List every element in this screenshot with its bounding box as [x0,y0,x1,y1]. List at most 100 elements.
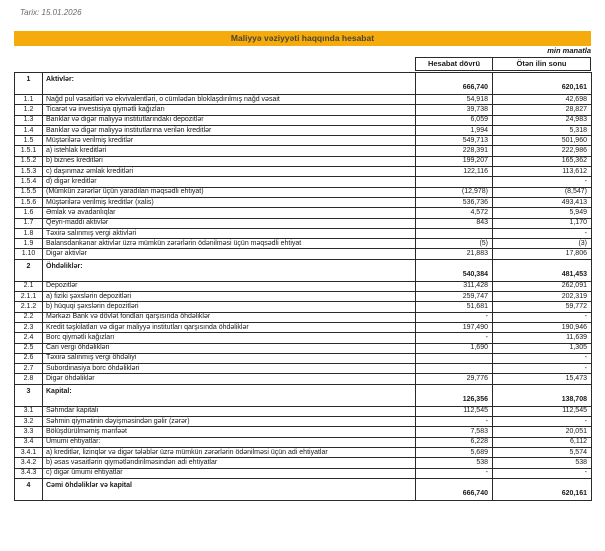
value-previous-cell: 20,051 [492,426,592,438]
table-row: 1.4 Banklar və digər maliyyə institutlar… [14,124,592,137]
row-number-cell: 1.5.4 [14,176,43,188]
value-previous-cell: 42,698 [492,93,592,106]
value-current-cell: 197,490 [415,321,493,334]
row-number-cell: 2.2 [14,311,43,323]
table-row: 2.8 Digər öhdəliklər 29,776 15,473 [14,373,592,385]
value-current-cell: 54,918 [415,93,493,106]
unit-note: min manatla [547,46,591,55]
table-row: 3 Kapital: 126,356 138,708 [14,383,592,407]
row-label-cell: Depozitlər [42,280,416,293]
value-previous-cell: 620,161 [492,477,592,501]
row-label-cell: Kapital: [42,383,416,407]
value-previous-cell: 59,772 [492,301,592,313]
row-label-cell: Banklar və digər maliyyə institutlarına … [42,124,416,137]
row-number-cell: 3.4.1 [14,446,43,459]
value-previous-cell: 15,473 [492,373,592,385]
value-previous-cell: 113,612 [492,166,592,178]
value-current-cell: - [415,311,493,323]
row-number-cell: 2.1.1 [14,291,43,303]
table-row: 1.6 Əmlak və avadanlıqlar 4,572 5,949 [14,207,592,219]
row-number-cell: 1.5.2 [14,155,43,168]
table-row: 1.5.4 d) digər kreditlər - [14,176,592,188]
value-current-cell: 311,428 [415,280,493,293]
row-number-cell: 3.3 [14,426,43,438]
table-row: 1.8 Təxirə salınmış vergi aktivləri - [14,227,592,240]
value-current-cell: 538 [415,457,493,469]
row-number-cell: 1.6 [14,207,43,219]
row-label-cell: b) biznes kreditləri [42,155,416,168]
value-previous-cell: 1,305 [492,342,592,354]
table-row: 1.7 Qeyri-maddi aktivlər 843 1,170 [14,217,592,229]
row-label-cell: a) kreditlər, lizinqlər və digər tələblə… [42,446,416,459]
table-row: 3.4 Ümumi ehtiyatlar: 6,228 6,112 [14,436,592,448]
table-row: 1.5.5 (Mümkün zərərlər üçün yaradılan mə… [14,186,592,198]
value-previous-cell: - [492,227,592,240]
row-number-cell: 2.4 [14,332,43,344]
table-row: 1.5.3 c) daşınmaz əmlak kreditləri 122,1… [14,166,592,178]
row-label-cell: d) digər kreditlər [42,176,416,188]
row-label-cell: Müştərilərə verilmiş kreditlər [42,135,416,147]
value-previous-cell: 202,319 [492,291,592,303]
value-previous-cell: 24,983 [492,114,592,126]
table-row: 3.2 Səhmin qiymətinin dəyişməsindən gəli… [14,416,592,428]
row-number-cell: 2.7 [14,363,43,375]
row-number-cell: 3.4.2 [14,457,43,469]
row-label-cell: Digər aktivlər [42,248,416,260]
value-previous-cell: 538 [492,457,592,469]
table-row: 3.4.2 b) əsas vəsaitlərin qiymətləndiril… [14,457,592,469]
row-number-cell: 1.5.1 [14,145,43,157]
row-label-cell: Nağd pul vəsaitləri və ekvivalentləri, o… [42,93,416,106]
row-label-cell: Səhmdar kapitalı [42,405,416,418]
column-header-current-period: Hesabat dövrü [427,59,481,68]
row-label-cell: Aktivlər: [42,72,416,95]
row-label-cell: Müştərilərə verilmiş kreditlər (xalis) [42,196,416,209]
statement-rows: 1 Aktivlər: 666,740 620,161 1.1 Nağd pul… [14,72,592,501]
table-row: 2.1 Depozitlər 311,428 262,091 [14,280,592,293]
value-current-cell: 39,738 [415,104,493,116]
value-previous-cell: 262,091 [492,280,592,293]
value-previous-cell: - [492,176,592,188]
balance-sheet-table: 1 Aktivlər: 666,740 620,161 1.1 Nağd pul… [14,72,592,501]
value-current-cell: 29,776 [415,373,493,385]
value-current-cell: 21,883 [415,248,493,260]
value-current-cell: 228,391 [415,145,493,157]
row-label-cell: a) istehlak kreditləri [42,145,416,157]
value-current-cell: 1,994 [415,124,493,137]
row-number-cell: 2 [14,258,43,282]
row-label-cell: Balansdankənar aktivlər üzrə mümkün zərə… [42,238,416,250]
value-current-cell: 7,583 [415,426,493,438]
table-row: 2.5 Cari vergi öhdəlikləri 1,690 1,305 [14,342,592,354]
row-label-cell: (Mümkün zərərlər üçün yaradılan məqsədli… [42,186,416,198]
row-label-cell: Digər öhdəliklər [42,373,416,385]
table-row: 1 Aktivlər: 666,740 620,161 [14,72,592,95]
table-row: 1.5.6 Müştərilərə verilmiş kreditlər (xa… [14,196,592,209]
table-row: 1.3 Banklar və digər maliyyə institutlar… [14,114,592,126]
row-number-cell: 2.1.2 [14,301,43,313]
row-label-cell: Kredit təşkilatları və digər maliyyə ins… [42,321,416,334]
value-previous-cell: 165,362 [492,155,592,168]
row-label-cell: Bölüşdürülməmiş mənfəət [42,426,416,438]
row-number-cell: 2.3 [14,321,43,334]
row-label-cell: a) fiziki şəxslərin depozitləri [42,291,416,303]
value-current-cell: 666,740 [415,72,493,95]
value-current-cell: 112,545 [415,405,493,418]
value-current-cell: 6,059 [415,114,493,126]
row-label-cell: Təxirə salınmış vergi öhdəliyi [42,352,416,365]
value-current-cell: 6,228 [415,436,493,448]
value-previous-cell: 5,318 [492,124,592,137]
value-column-headers: Hesabat dövrü Ötən ilin sonu [415,57,591,71]
row-number-cell: 3.1 [14,405,43,418]
table-row: 1.10 Digər aktivlər 21,883 17,806 [14,248,592,260]
row-number-cell: 1.2 [14,104,43,116]
row-label-cell: b) hüquqi şəxslərin depozitləri [42,301,416,313]
row-label-cell: Cəmi öhdəliklər və kapital [42,477,416,501]
row-number-cell: 1.4 [14,124,43,137]
row-number-cell: 2.5 [14,342,43,354]
table-row: 1.5 Müştərilərə verilmiş kreditlər 549,7… [14,135,592,147]
value-current-cell: (12,978) [415,186,493,198]
row-number-cell: 1.5.6 [14,196,43,209]
table-row: 3.4.3 c) digər ümumi ehtiyatlar - - [14,467,592,479]
value-current-cell: (5) [415,238,493,250]
value-previous-cell: 6,112 [492,436,592,448]
